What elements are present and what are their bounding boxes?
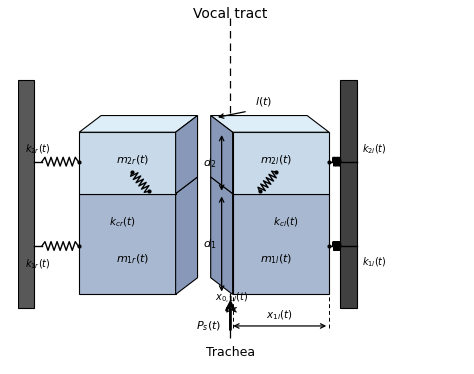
Text: $m_{1r}(t)$: $m_{1r}(t)$ [116,252,149,266]
Polygon shape [233,132,329,194]
Text: $k_{cr}(t)$: $k_{cr}(t)$ [109,215,136,229]
Text: $m_{2r}(t)$: $m_{2r}(t)$ [116,153,149,167]
Text: $d_1$: $d_1$ [203,237,217,251]
Polygon shape [176,177,198,294]
Polygon shape [79,132,176,194]
Polygon shape [79,194,176,294]
Polygon shape [233,194,329,294]
Text: $m_{1l}(t)$: $m_{1l}(t)$ [260,252,292,266]
Polygon shape [211,116,329,132]
Text: $P_s(t)$: $P_s(t)$ [196,319,221,333]
Text: Trachea: Trachea [206,346,255,359]
Text: $k_{cl}(t)$: $k_{cl}(t)$ [273,215,299,229]
Bar [340,80,356,307]
Polygon shape [211,177,233,294]
Polygon shape [211,177,329,194]
Polygon shape [79,116,198,132]
Text: $l(t)$: $l(t)$ [255,95,272,108]
Text: $k_{1r}(t)$: $k_{1r}(t)$ [25,257,51,270]
Text: $k_{2l}(t)$: $k_{2l}(t)$ [362,143,387,156]
Text: $d_2$: $d_2$ [203,156,217,170]
Text: $x_{0,1l}(t)$: $x_{0,1l}(t)$ [215,291,248,306]
Polygon shape [79,177,198,194]
Text: $k_{2r}(t)$: $k_{2r}(t)$ [25,143,51,156]
Polygon shape [211,116,233,194]
Text: $x_{1l}(t)$: $x_{1l}(t)$ [266,309,293,322]
Text: $m_{2l}(t)$: $m_{2l}(t)$ [260,153,292,167]
Text: Vocal tract: Vocal tract [193,7,268,21]
Bar [18,80,35,307]
Polygon shape [176,116,198,194]
Text: $k_{1l}(t)$: $k_{1l}(t)$ [362,256,387,269]
